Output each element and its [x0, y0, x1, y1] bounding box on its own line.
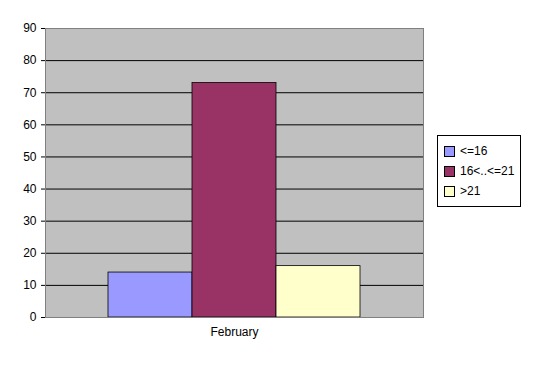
svg-text:80: 80	[23, 53, 37, 67]
html-text:16<..<=21: 16<..<=21	[460, 164, 515, 178]
svg-text:10: 10	[23, 278, 37, 292]
svg-text:40: 40	[23, 182, 37, 196]
svg-text:February: February	[210, 325, 258, 339]
svg-text:60: 60	[23, 118, 37, 132]
html-text:<=16: <=16	[460, 144, 488, 158]
html-text:>21: >21	[460, 184, 481, 198]
svg-text:90: 90	[23, 21, 37, 35]
svg-text:50: 50	[23, 150, 37, 164]
svg-text:30: 30	[23, 214, 37, 228]
svg-text:70: 70	[23, 86, 37, 100]
svg-text:0: 0	[30, 310, 37, 324]
svg-text:20: 20	[23, 246, 37, 260]
